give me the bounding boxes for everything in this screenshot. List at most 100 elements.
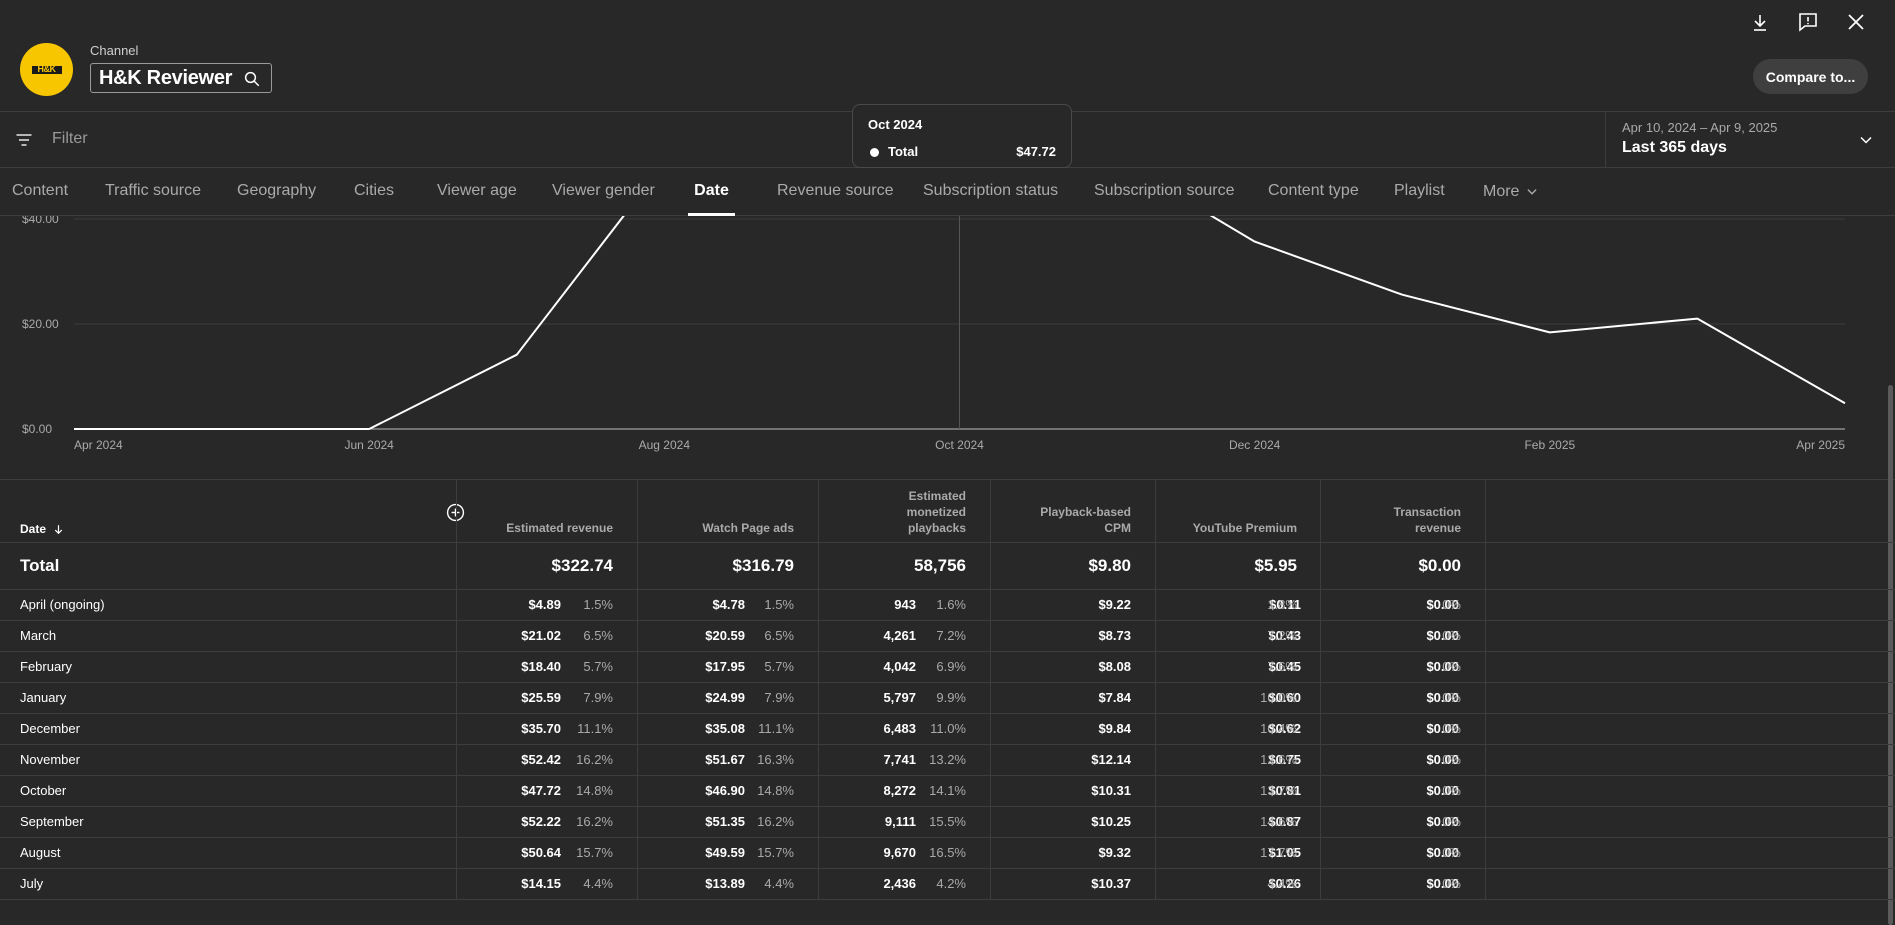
logo-stripe: [31, 65, 62, 74]
tab-viewer-gender[interactable]: Viewer gender: [552, 182, 655, 199]
table-row[interactable]: August $50.64 15.7% $49.59 15.7% 9,670 16.5% $9…: [0, 838, 1895, 869]
cell-value: $0.87: [1268, 814, 1301, 829]
cell-percent: 15.5%: [929, 814, 966, 829]
table-row[interactable]: November $52.42 16.2% $51.67 16.3% 7,741 13.2%…: [0, 745, 1895, 776]
cell-percent: 11.1%: [758, 721, 794, 736]
column-header-estimated-revenue[interactable]: Estimated revenue: [506, 521, 613, 535]
table-row-total: Total $322.74 $316.79 58,756 $9.80 $5.95 $0.00: [0, 543, 1895, 590]
table-row[interactable]: March $21.02 6.5% $20.59 6.5% 4,261 7.2% $8.73 $…: [0, 621, 1895, 652]
tab-cities[interactable]: Cities: [354, 182, 395, 199]
cell-percent: 4.2%: [936, 876, 966, 891]
tab-content-type[interactable]: Content type: [1268, 182, 1359, 199]
header: H&K Channel H&K Reviewer Compare to...: [0, 0, 1895, 112]
column-header-watch-page-ads[interactable]: Watch Page ads: [702, 521, 794, 535]
x-tick-label: Dec 2024: [1229, 438, 1281, 452]
cell-value: $0.26: [1268, 876, 1301, 891]
feedback-icon[interactable]: [1796, 10, 1820, 34]
tab-content[interactable]: Content: [12, 182, 69, 199]
filter-input[interactable]: Filter: [52, 130, 88, 147]
row-label: March: [20, 628, 57, 643]
cell-value: $9.84: [1098, 721, 1131, 736]
cell-value: $0.00: [1426, 876, 1459, 891]
x-tick-label: Oct 2024: [935, 438, 984, 452]
cell-percent: 0%: [1442, 814, 1461, 829]
column-header-playback-cpm[interactable]: Playback-based CPM: [1040, 505, 1131, 535]
table-row[interactable]: July $14.15 4.4% $13.89 4.4% 2,436 4.2% $10.37 $…: [0, 869, 1895, 900]
tab-date[interactable]: Date: [688, 168, 735, 216]
cell-value: $0.00: [1426, 690, 1459, 705]
cell-value: 5,797: [883, 690, 916, 705]
cell-percent: 0%: [1442, 628, 1461, 643]
x-tick-label: Apr 2025: [1796, 438, 1845, 452]
tab-subscription-source[interactable]: Subscription source: [1094, 182, 1235, 199]
row-label: October: [20, 783, 67, 798]
tab-traffic-source[interactable]: Traffic source: [105, 182, 202, 199]
close-icon[interactable]: [1844, 10, 1868, 34]
table-row[interactable]: September $52.22 16.2% $51.35 16.2% 9,111 15.5…: [0, 807, 1895, 838]
tab-geography[interactable]: Geography: [237, 182, 317, 199]
column-header-youtube-premium[interactable]: YouTube Premium: [1192, 521, 1297, 535]
date-range-picker[interactable]: Apr 10, 2024 – Apr 9, 2025 Last 365 days: [1605, 112, 1895, 168]
search-icon[interactable]: [243, 70, 261, 88]
row-label: December: [20, 721, 80, 736]
cell-value: $0.00: [1426, 783, 1459, 798]
compare-button[interactable]: Compare to...: [1753, 59, 1868, 94]
cell-value: $8.08: [1098, 659, 1131, 674]
table-body: Total $322.74 $316.79 58,756 $9.80 $5.95 $0.00…: [0, 543, 1895, 900]
column-header-transaction-revenue[interactable]: Transaction revenue: [1393, 505, 1461, 535]
table-row[interactable]: January $25.59 7.9% $24.99 7.9% 5,797 9.9% $7.8…: [0, 683, 1895, 714]
cell-percent: 4.4%: [583, 876, 613, 891]
channel-selector[interactable]: H&K Reviewer: [90, 63, 272, 93]
x-tick-label: Aug 2024: [639, 438, 691, 452]
cell-value: $0.00: [1426, 814, 1459, 829]
tooltip-date: Oct 2024: [868, 117, 923, 132]
total-value: $0.00: [1418, 556, 1461, 575]
cell-percent: 1.8%: [1267, 597, 1297, 612]
tab-playlist[interactable]: Playlist: [1394, 182, 1445, 199]
column-header-monetized-playbacks[interactable]: Estimated monetized playbacks: [906, 489, 966, 535]
table-row[interactable]: February $18.40 5.7% $17.95 5.7% 4,042 6.9% $8.…: [0, 652, 1895, 683]
cell-percent: 9.9%: [936, 690, 966, 705]
cell-value: $0.00: [1426, 628, 1459, 643]
chevron-down-icon: [1860, 136, 1872, 144]
cell-value: $0.00: [1426, 597, 1459, 612]
table-row[interactable]: December $35.70 11.1% $35.08 11.1% 6,483 11.0%…: [0, 714, 1895, 745]
column-divider: [990, 480, 991, 900]
tab-viewer-age[interactable]: Viewer age: [437, 182, 517, 199]
cell-value: 8,272: [883, 783, 916, 798]
y-tick-label: $20.00: [22, 317, 59, 331]
channel-avatar[interactable]: H&K: [20, 43, 73, 96]
scrollbar[interactable]: [1888, 385, 1893, 925]
tab-subscription-status[interactable]: Subscription status: [923, 182, 1059, 199]
download-icon[interactable]: [1748, 10, 1772, 34]
cell-percent: 0%: [1442, 597, 1461, 612]
add-column-icon[interactable]: [446, 503, 465, 522]
cell-value: $0.00: [1426, 659, 1459, 674]
date-column-header[interactable]: Date: [20, 522, 65, 536]
table-row[interactable]: October $47.72 14.8% $46.90 14.8% 8,272 14.1% $…: [0, 776, 1895, 807]
table-row[interactable]: April (ongoing) $4.89 1.5% $4.78 1.5% 943 1.6%…: [0, 590, 1895, 621]
cell-percent: 10.4%: [1260, 721, 1297, 736]
x-tick-label: Apr 2024: [74, 438, 123, 452]
tab-revenue-source[interactable]: Revenue source: [777, 182, 894, 199]
cell-percent: 15.7%: [576, 845, 613, 860]
total-value: $322.74: [551, 556, 613, 575]
revenue-chart[interactable]: $40.00 $20.00 $0.00 Apr 2024 Jun 2024 Aug 202…: [0, 216, 1895, 480]
y-tick-label: $0.00: [22, 422, 52, 436]
cell-percent: 12.6%: [1260, 752, 1297, 767]
cell-percent: 16.2%: [576, 752, 613, 767]
cell-percent: 0%: [1442, 659, 1461, 674]
cell-percent: 10.0%: [1260, 690, 1297, 705]
row-label: July: [20, 876, 44, 891]
tooltip-value: $47.72: [1016, 144, 1056, 159]
tab-more[interactable]: More: [1483, 168, 1539, 216]
chevron-down-icon: [1527, 189, 1538, 195]
filter-icon[interactable]: [14, 130, 34, 150]
cell-value: $52.42: [521, 752, 561, 767]
series-line-total: [74, 216, 1846, 430]
cell-value: $0.00: [1426, 845, 1459, 860]
cell-percent: 4.4%: [1267, 876, 1297, 891]
cell-value: $9.32: [1098, 845, 1131, 860]
cell-value: $0.81: [1268, 783, 1301, 798]
row-label: April (ongoing): [20, 597, 105, 612]
